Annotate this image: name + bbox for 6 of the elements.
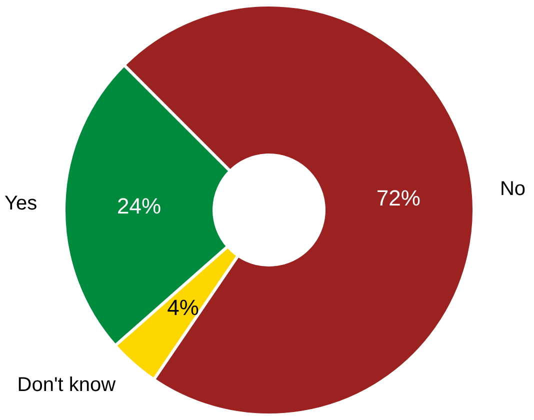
data-label: 24% bbox=[117, 194, 162, 219]
slice-label: No bbox=[500, 178, 526, 200]
slice-label: Don't know bbox=[17, 374, 116, 396]
data-label: 4% bbox=[167, 295, 199, 320]
data-label: 72% bbox=[376, 185, 420, 210]
slice-label: Yes bbox=[4, 192, 38, 215]
